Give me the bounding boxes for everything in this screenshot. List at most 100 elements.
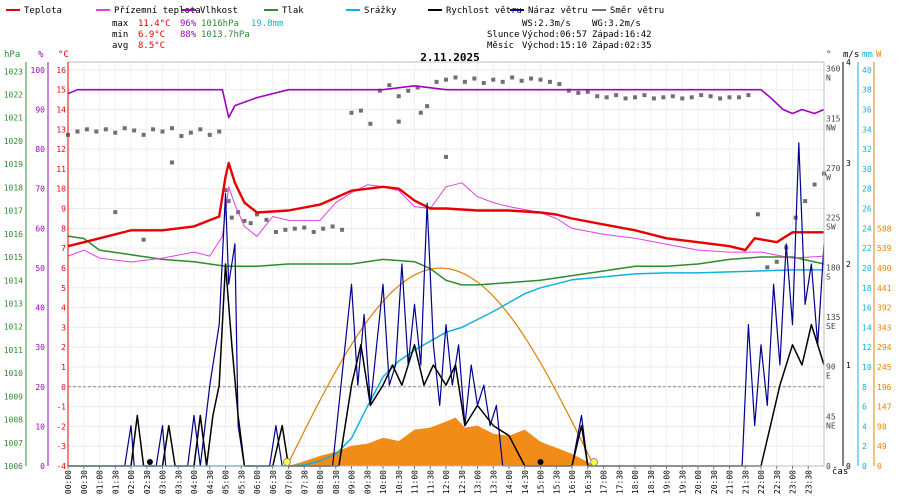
x-tick-label: 16:30 bbox=[584, 470, 593, 494]
min-hum: 88% bbox=[180, 30, 197, 40]
legend-label-dew: Přízemní teplota bbox=[114, 6, 201, 16]
wind-direction-point bbox=[292, 226, 297, 231]
wind-direction-point bbox=[500, 79, 505, 84]
wind-direction-point bbox=[255, 212, 259, 217]
wind-direction-point bbox=[803, 199, 808, 204]
wind-direction-point bbox=[651, 96, 656, 101]
wind-direction-point bbox=[132, 128, 137, 133]
x-tick-label: 15:30 bbox=[552, 470, 561, 494]
wind-direction-point bbox=[169, 160, 174, 165]
tick-temp: 1 bbox=[61, 363, 66, 372]
x-tick-label: 09:00 bbox=[348, 470, 357, 494]
x-tick-label: 19:00 bbox=[663, 470, 672, 494]
tick-mm: 36 bbox=[862, 106, 872, 115]
wind-direction-point bbox=[510, 75, 515, 80]
x-tick-label: 20:00 bbox=[694, 470, 703, 494]
tick-mm: 28 bbox=[862, 185, 872, 194]
tick-temp: 13 bbox=[56, 125, 66, 134]
tick-dir: 135 bbox=[826, 313, 841, 322]
tick-mm: 32 bbox=[862, 145, 872, 154]
moon-marker bbox=[537, 459, 544, 465]
wind-direction-point bbox=[595, 94, 600, 99]
legend-label-rain: Srážky bbox=[364, 6, 397, 16]
wind-direction-point bbox=[453, 75, 458, 80]
wind-direction-point bbox=[418, 110, 423, 115]
tick-pct: 80 bbox=[35, 145, 45, 154]
wind-direction-point bbox=[103, 127, 108, 132]
wind-direction-point bbox=[151, 127, 156, 132]
tick-w: 490 bbox=[877, 264, 892, 273]
tick-mm: 14 bbox=[862, 323, 872, 332]
tick-mm: 26 bbox=[862, 205, 872, 214]
max-press: 1016hPa bbox=[201, 19, 239, 29]
x-tick-label: 08:30 bbox=[332, 470, 341, 494]
wind-direction-point bbox=[229, 215, 234, 220]
x-tick-label: 21:30 bbox=[741, 470, 750, 494]
x-tick-label: 01:00 bbox=[96, 470, 105, 494]
wind-direction-point bbox=[113, 210, 118, 215]
x-tick-label: 17:30 bbox=[615, 470, 624, 494]
tick-w: 392 bbox=[877, 304, 892, 313]
tick-hpa: 1011 bbox=[4, 346, 23, 355]
tick-hpa: 1008 bbox=[4, 416, 23, 425]
tick-dir: 360 bbox=[826, 65, 841, 74]
unit-temp: °C bbox=[58, 50, 69, 60]
x-tick-label: 10:30 bbox=[395, 470, 404, 494]
tick-ms: 0 bbox=[846, 462, 851, 471]
tick-mm: 2 bbox=[862, 442, 867, 451]
humidity-line bbox=[67, 85, 825, 119]
wind-direction-point bbox=[242, 218, 247, 223]
summary-stats: max 11.4°C 96% 1016hPa 19.8mm min 6.9°C … bbox=[112, 19, 284, 51]
wind-direction-point bbox=[557, 82, 562, 87]
wind-direction-point bbox=[169, 126, 174, 131]
tick-temp: 10 bbox=[56, 185, 66, 194]
wind-direction-point bbox=[396, 119, 401, 124]
tick-hpa: 1022 bbox=[4, 91, 23, 100]
moonset-value: Západ:02:35 bbox=[592, 41, 652, 51]
tick-mm: 8 bbox=[862, 383, 867, 392]
wind-direction-point bbox=[576, 90, 581, 95]
tick-temp: 12 bbox=[56, 145, 66, 154]
wind-direction-point bbox=[614, 93, 619, 98]
tick-hpa: 1009 bbox=[4, 392, 23, 401]
sunset-value: Západ:16:42 bbox=[592, 30, 652, 40]
tick-hpa: 1013 bbox=[4, 299, 23, 308]
wind-direction-point bbox=[264, 217, 269, 222]
tick-hpa: 1010 bbox=[4, 369, 23, 378]
wind-direction-point bbox=[718, 96, 723, 101]
tick-temp: 14 bbox=[56, 106, 66, 115]
tick-pct: 30 bbox=[35, 343, 45, 352]
wind-direction-point bbox=[623, 96, 628, 101]
wind-direction-point bbox=[755, 212, 760, 217]
tick-mm: 6 bbox=[862, 403, 867, 412]
tick-w: 588 bbox=[877, 224, 892, 233]
sun-label: Slunce bbox=[487, 30, 520, 40]
wind-direction-point bbox=[217, 129, 222, 134]
tick-ms: 3 bbox=[846, 159, 851, 168]
wind-direction-point bbox=[94, 129, 99, 134]
tick-temp: 11 bbox=[56, 165, 66, 174]
tick-dir: 0 bbox=[826, 462, 831, 471]
tick-mm: 40 bbox=[862, 66, 872, 75]
wind-direction-point bbox=[358, 108, 363, 113]
tick-w: 343 bbox=[877, 323, 892, 332]
tick-hpa: 1016 bbox=[4, 230, 23, 239]
x-tick-label: 13:30 bbox=[489, 470, 498, 494]
legend-label-press: Tlak bbox=[282, 6, 304, 16]
tick-temp: 9 bbox=[61, 205, 66, 214]
tick-mm: 0 bbox=[862, 462, 867, 471]
x-tick-label: 05:00 bbox=[222, 470, 231, 494]
x-tick-label: 02:30 bbox=[143, 470, 152, 494]
wind-direction-point bbox=[519, 78, 524, 83]
x-tick-label: 16:00 bbox=[568, 470, 577, 494]
wind-direction-point bbox=[387, 83, 392, 88]
wind-direction-point bbox=[642, 93, 647, 98]
tick-w: 441 bbox=[877, 284, 892, 293]
x-tick-label: 15:00 bbox=[537, 470, 546, 494]
wind-direction-point bbox=[680, 96, 685, 101]
tick-hpa: 1018 bbox=[4, 183, 23, 192]
x-tick-label: 23:00 bbox=[789, 470, 798, 494]
tick-mm: 22 bbox=[862, 244, 872, 253]
wind-direction-point bbox=[248, 221, 253, 226]
